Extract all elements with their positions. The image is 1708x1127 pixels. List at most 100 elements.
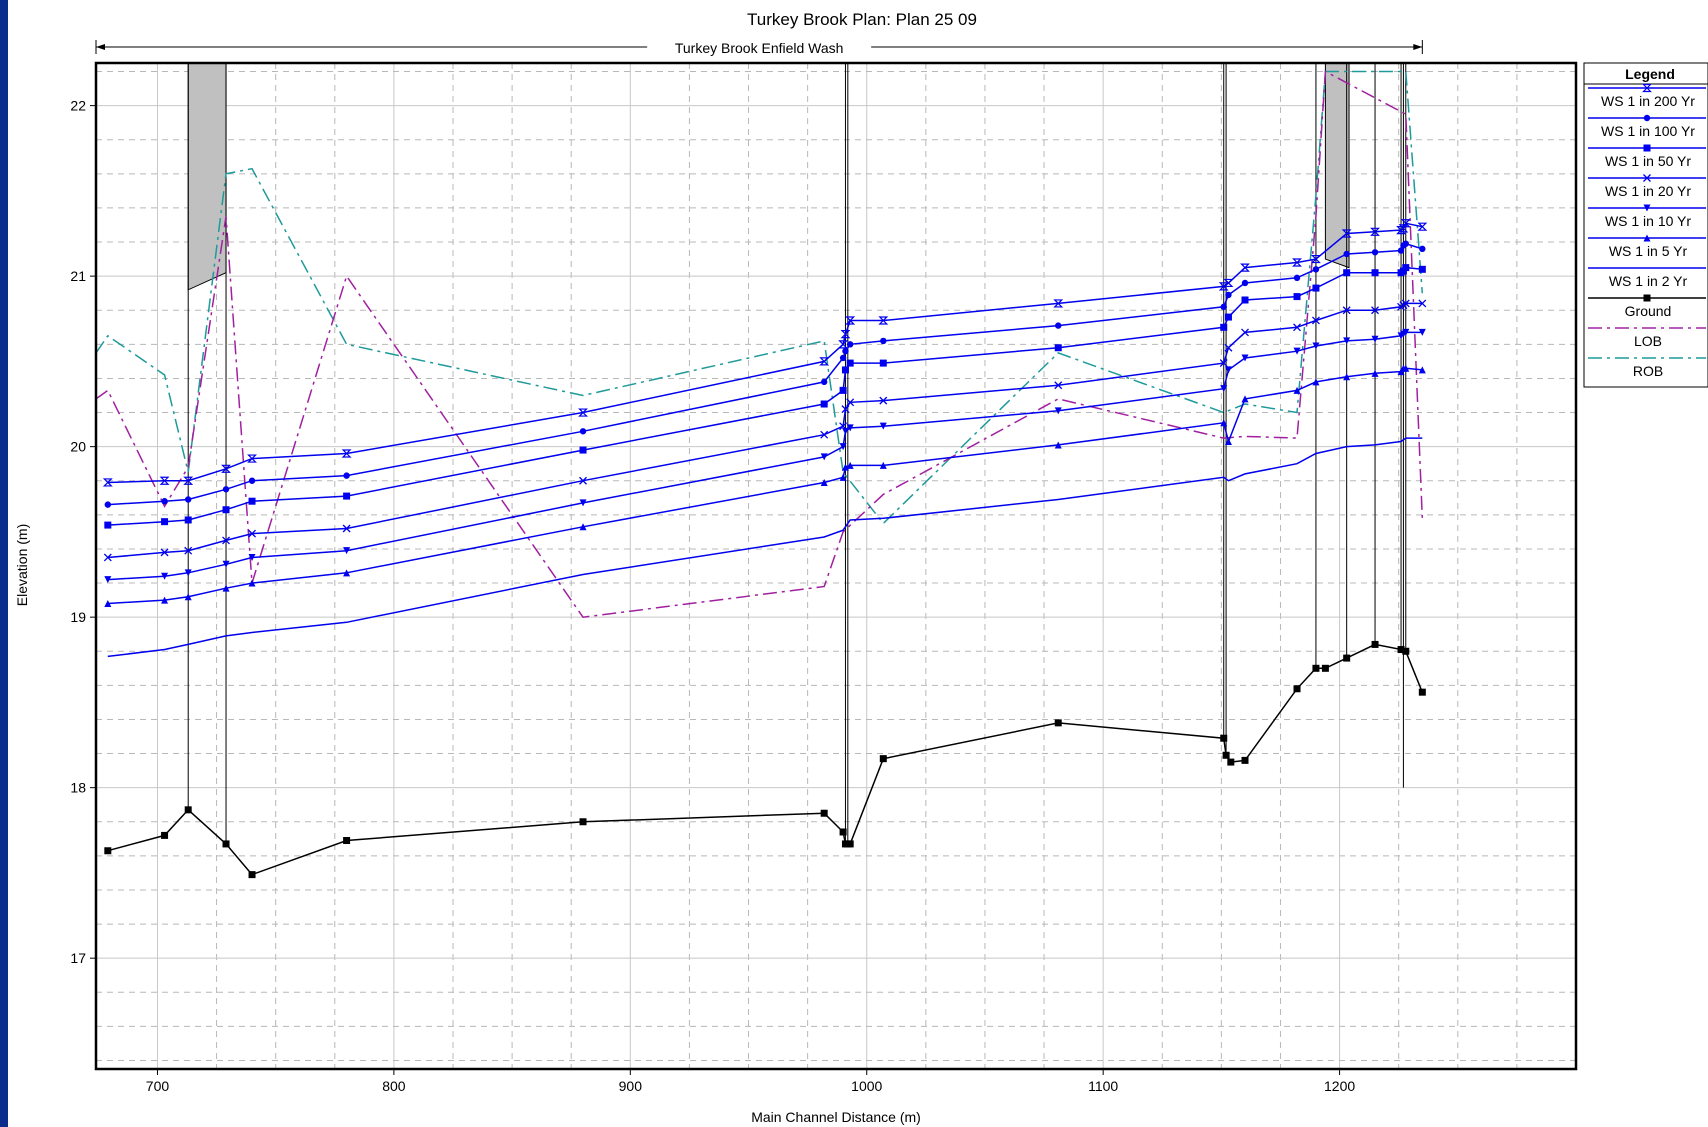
legend-item: WS 1 in 2 Yr [1588, 267, 1706, 289]
series-marker [1402, 328, 1410, 336]
series-marker [1292, 258, 1302, 267]
series-marker [841, 427, 849, 435]
chart-title: Turkey Brook Plan: Plan 25 09 [747, 10, 977, 29]
series-marker [1293, 685, 1301, 693]
x-tick-label: 1100 [1088, 1078, 1118, 1094]
series-marker [1241, 756, 1249, 764]
y-axis-label: Elevation (m) [14, 524, 30, 606]
series-lob [95, 70, 1424, 619]
legend-label: Ground [1625, 303, 1672, 319]
series-marker [579, 476, 587, 485]
series-marker [1343, 654, 1351, 662]
legend-label: WS 1 in 10 Yr [1605, 213, 1691, 229]
series-marker [1343, 337, 1351, 345]
series-marker [1224, 313, 1232, 321]
series-marker [1224, 366, 1232, 374]
bridge-deck [187, 62, 227, 291]
series-marker [161, 572, 169, 580]
series-marker [846, 359, 854, 367]
series-line [107, 437, 1423, 658]
series-marker [1643, 204, 1651, 212]
series-marker [1054, 381, 1063, 390]
series-marker [1220, 734, 1228, 742]
series-marker [222, 584, 230, 592]
reach-extent-arrow: Turkey Brook Enfield Wash [95, 40, 1423, 56]
series-marker [184, 806, 192, 814]
series-marker [1342, 306, 1351, 315]
legend-item: LOB [1588, 327, 1706, 349]
series-marker [839, 828, 847, 836]
series-marker [1310, 254, 1321, 264]
series-marker [222, 506, 230, 514]
series-marker [1402, 364, 1410, 372]
y-tick-label: 20 [70, 439, 86, 455]
series-marker [1293, 323, 1301, 332]
series-marker [1227, 758, 1235, 766]
series-marker [1220, 419, 1228, 427]
reach-label: Turkey Brook Enfield Wash [675, 40, 844, 56]
legend-label: WS 1 in 200 Yr [1601, 93, 1695, 109]
series-marker [1312, 664, 1320, 672]
series-marker [1241, 279, 1249, 287]
series-marker [184, 546, 193, 555]
series-marker [846, 398, 855, 407]
series-rob [95, 70, 1424, 525]
series-marker [104, 600, 112, 608]
series-marker [879, 422, 887, 430]
series-marker [247, 454, 257, 463]
legend-label: WS 1 in 20 Yr [1605, 183, 1691, 199]
series-marker [1220, 303, 1227, 311]
window-left-strip [0, 0, 8, 1127]
series-marker [343, 569, 351, 577]
series-marker [248, 553, 256, 561]
axes: 700 800 900 1000 1100 1200 17 18 19 20 21 22 [70, 98, 1355, 1094]
series-marker [820, 809, 828, 817]
x-tick-label: 700 [146, 1078, 170, 1094]
series-marker [1417, 222, 1428, 231]
series-ws-1-in-10-yr [104, 328, 1426, 584]
series-marker [159, 476, 170, 485]
series-marker [1418, 328, 1426, 336]
series-marker [1371, 249, 1379, 256]
series-marker [1241, 328, 1249, 337]
series-marker [1224, 438, 1232, 446]
series-marker [820, 378, 828, 386]
series-marker [846, 424, 854, 432]
y-tick-label: 21 [70, 268, 86, 284]
series-line [95, 70, 1424, 619]
series-line [107, 222, 1423, 484]
legend: Legend WS 1 in 200 Yr WS 1 in 100 Yr WS 1 … [1583, 62, 1708, 388]
series-marker [1293, 293, 1301, 301]
series-marker [1312, 266, 1320, 273]
series-marker [880, 337, 887, 345]
series-marker [222, 840, 230, 848]
series-ws-1-in-5-yr [104, 364, 1426, 608]
series-marker [1223, 278, 1234, 288]
series-ground [104, 640, 1426, 879]
series-marker [845, 316, 856, 325]
series-marker [222, 486, 230, 493]
legend-label: WS 1 in 2 Yr [1609, 273, 1688, 289]
series-marker [1371, 640, 1379, 648]
series-marker [839, 386, 847, 394]
y-tick-label: 18 [70, 780, 86, 796]
series-marker [1312, 378, 1320, 386]
series-marker [840, 330, 851, 339]
series-marker [1240, 263, 1250, 272]
series-marker [846, 461, 854, 469]
series-marker [1341, 229, 1352, 238]
series-marker [1643, 114, 1651, 122]
series-marker [1397, 646, 1405, 654]
legend-item: ROB [1588, 357, 1706, 379]
series-marker [341, 449, 352, 458]
legend-label: WS 1 in 100 Yr [1601, 123, 1695, 139]
plot-frame [94, 61, 1578, 1071]
series-marker [343, 837, 351, 845]
series-marker [841, 366, 849, 374]
series-marker [104, 576, 112, 584]
series-marker [1053, 299, 1064, 308]
legend-item: WS 1 in 5 Yr [1588, 234, 1706, 259]
grid [96, 63, 1577, 1069]
series-marker [846, 840, 854, 848]
series-marker [842, 347, 849, 355]
